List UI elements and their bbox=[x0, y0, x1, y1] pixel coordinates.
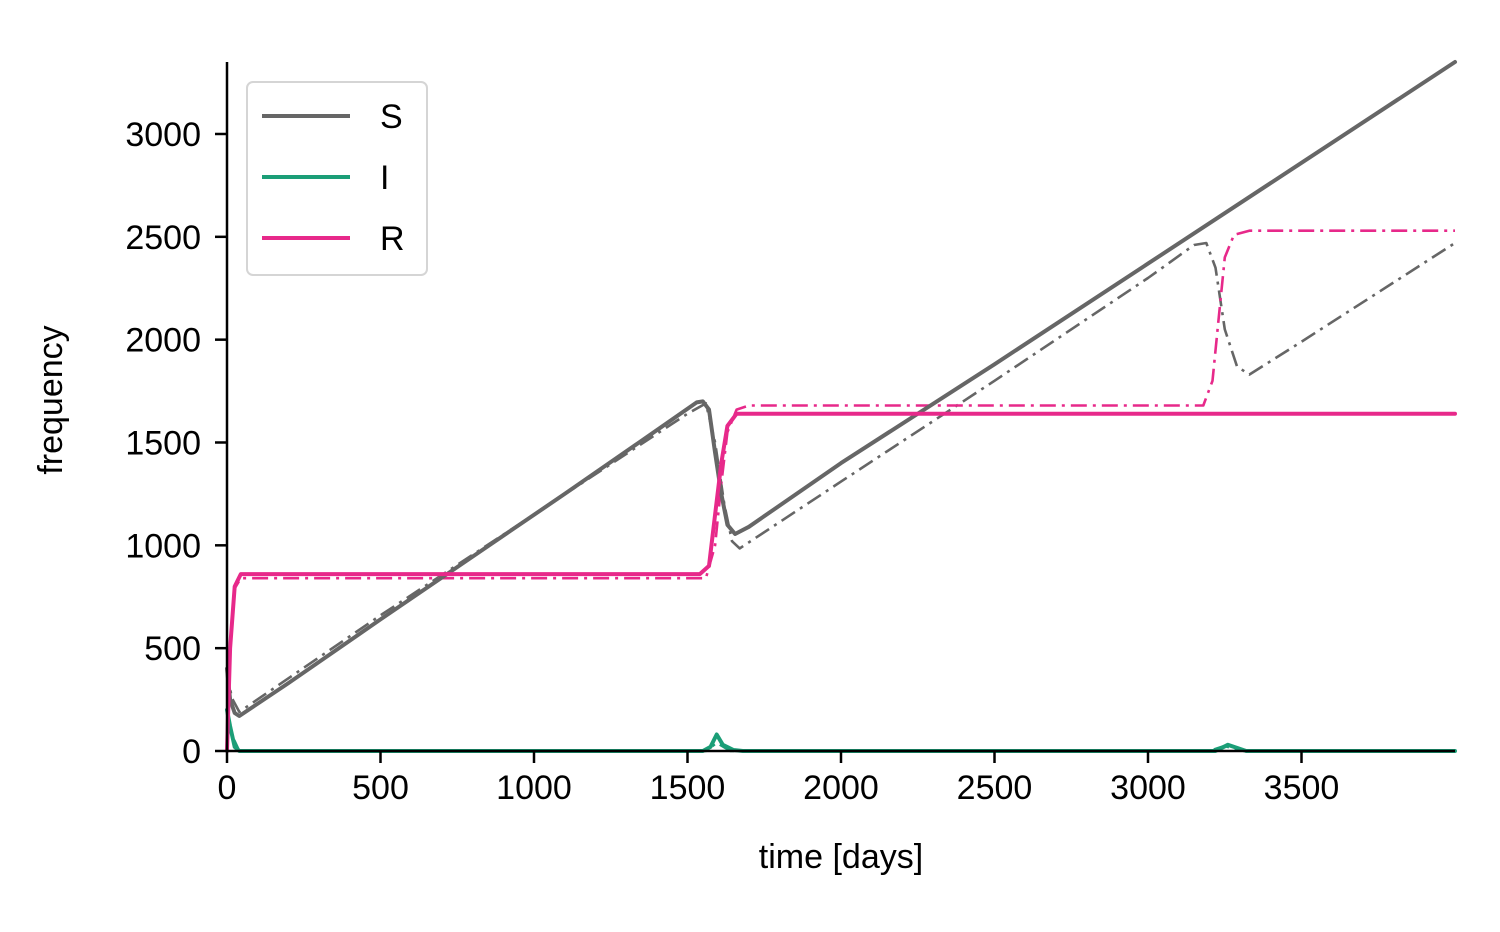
legend-label-I: I bbox=[380, 159, 389, 197]
legend: SIR bbox=[246, 81, 428, 276]
series-line-series-dashdot bbox=[225, 229, 1455, 752]
x-tick-label: 1500 bbox=[650, 769, 726, 807]
y-tick-label: 1000 bbox=[125, 527, 201, 565]
x-tick-label: 2500 bbox=[957, 769, 1033, 807]
y-tick-label: 2500 bbox=[125, 219, 201, 257]
series-lines bbox=[225, 60, 1457, 753]
series-line-R-solid bbox=[225, 411, 1457, 753]
legend-label-R: R bbox=[380, 220, 405, 258]
y-tick-label: 3000 bbox=[125, 116, 201, 154]
x-tick-label: 3000 bbox=[1110, 769, 1186, 807]
y-axis-label: frequency bbox=[32, 325, 70, 474]
series-line-I-solid bbox=[225, 707, 1457, 753]
axes: 0 500 1000 1500 2000 2500 3000 3500 0 500 1000 1500… bbox=[125, 62, 1455, 807]
x-tick-label: 500 bbox=[352, 769, 409, 807]
x-tick-label: 3500 bbox=[1264, 769, 1340, 807]
series-line-series-dashdot bbox=[225, 241, 1456, 714]
x-tick-label: 1000 bbox=[496, 769, 572, 807]
legend-label-S: S bbox=[380, 98, 403, 136]
y-tick-label: 500 bbox=[144, 630, 201, 668]
series-line-series-dashdot bbox=[225, 709, 1455, 753]
y-tick-label: 2000 bbox=[125, 322, 201, 360]
x-tick-label: 2000 bbox=[803, 769, 879, 807]
y-tick-label: 1500 bbox=[125, 424, 201, 462]
x-tick-label: 0 bbox=[218, 769, 237, 807]
x-axis-label: time [days] bbox=[759, 838, 923, 876]
y-tick-label: 0 bbox=[182, 733, 201, 771]
